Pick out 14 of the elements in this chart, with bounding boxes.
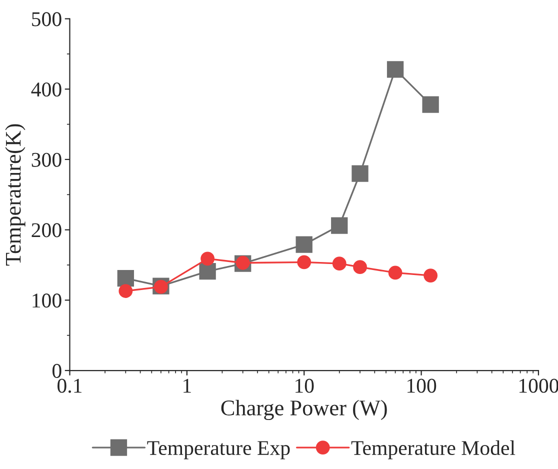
y-tick-label: 400 — [31, 82, 62, 97]
y-tick-label: 200 — [32, 223, 62, 238]
y-tick-label: 0 — [52, 364, 62, 378]
y-tick-label: 300 — [32, 152, 62, 167]
x-tick-label: 1 — [184, 378, 191, 393]
y-tick-label: 100 — [32, 294, 62, 308]
legend-label: Temperature Model — [351, 440, 516, 460]
legend-label: Temperature Exp — [147, 441, 290, 460]
y-axis-title: Temperature(K) — [5, 124, 26, 266]
x-tick-label: 100 — [408, 378, 436, 393]
x-tick-label: 0.1 — [58, 378, 82, 393]
y-tick-label: 500 — [32, 12, 62, 26]
x-axis-title: Charge Power (W) — [221, 400, 387, 420]
x-tick-label: 10 — [296, 378, 314, 393]
